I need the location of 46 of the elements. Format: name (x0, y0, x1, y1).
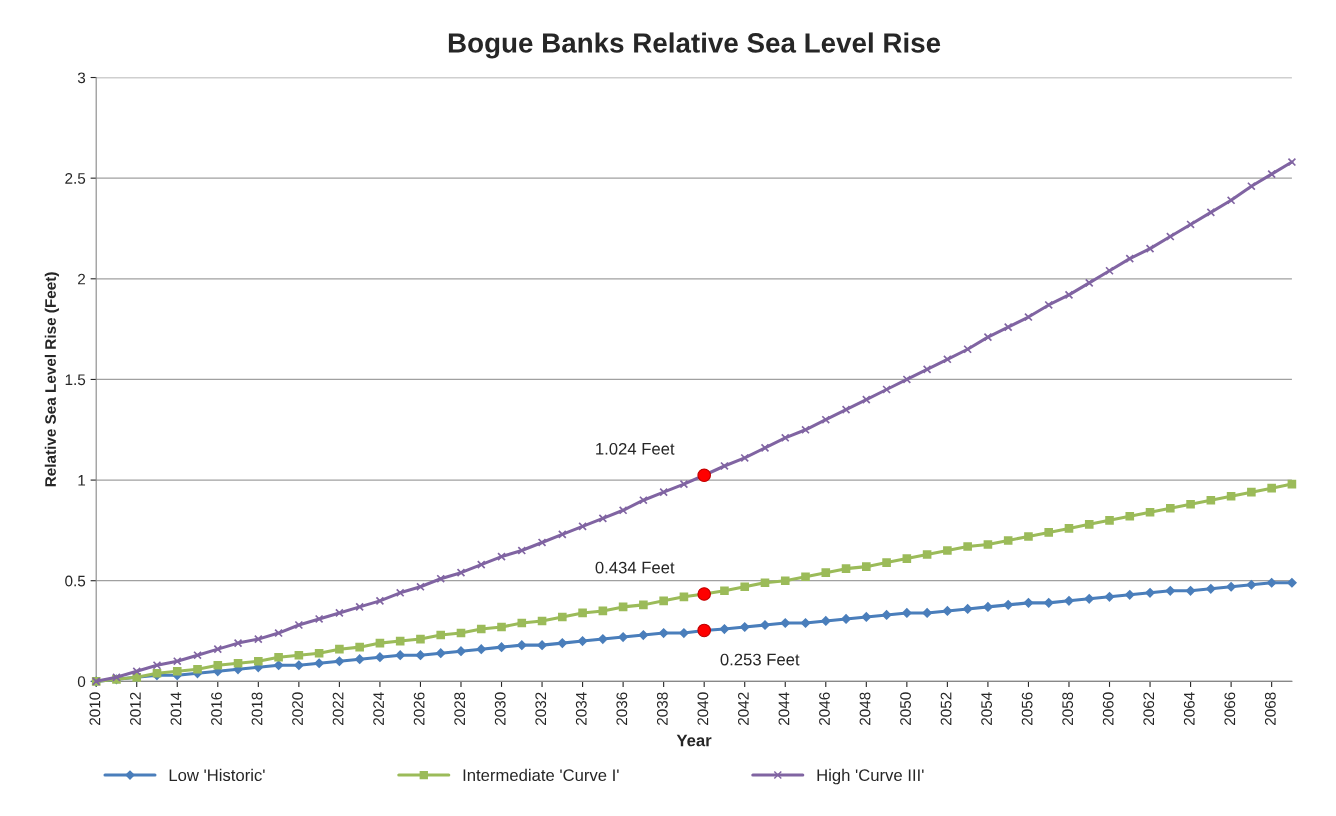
x-tick-label: 2068 (1264, 692, 1276, 725)
x-tick-label: 2046 (819, 692, 830, 725)
chart-title: Bogue Banks Relative Sea Level Rise (448, 32, 941, 59)
x-tick-label: 2036 (616, 692, 628, 725)
x-tick-label: 2058 (1062, 692, 1074, 725)
x-tick-label: 2062 (1143, 692, 1155, 725)
x-tick-label: 2038 (656, 692, 668, 725)
x-tick-label: 2066 (1224, 692, 1236, 725)
x-tick-label: 2014 (170, 692, 182, 725)
y-tick-label: 1.5 (65, 374, 86, 386)
legend-label: Low 'Historic' (169, 768, 265, 782)
x-tick-label: 2054 (981, 692, 993, 725)
x-tick-label: 2010 (89, 692, 101, 725)
y-tick-label: 3 (77, 72, 86, 84)
y-axis-title: Relative Sea Level Rise (Feet) (44, 272, 59, 487)
x-tick-label: 2050 (900, 692, 911, 725)
x-axis-title: Year (676, 734, 712, 747)
x-tick-label: 2022 (332, 692, 344, 725)
y-tick-label: 1 (78, 475, 86, 486)
legend-label: Intermediate 'Curve I' (463, 768, 619, 782)
y-tick-label: 2.5 (65, 173, 86, 184)
x-tick-label: 2028 (454, 692, 466, 725)
x-tick-label: 2052 (940, 692, 952, 725)
x-tick-label: 2034 (575, 692, 587, 725)
y-tick-label: 2 (78, 273, 86, 285)
annotation: 1.024 Feet (596, 442, 675, 455)
x-tick-label: 2026 (413, 692, 425, 725)
x-tick-label: 2016 (211, 692, 222, 725)
x-tick-label: 2044 (778, 692, 790, 725)
x-tick-label: 2040 (697, 692, 709, 725)
x-tick-label: 2042 (738, 692, 749, 725)
annotation: 0.434 Feet (595, 561, 675, 574)
x-tick-label: 2064 (1183, 692, 1195, 725)
x-tick-label: 2032 (535, 692, 547, 725)
y-tick-label: 0 (77, 676, 86, 688)
x-tick-label: 2048 (859, 692, 871, 725)
x-tick-label: 2018 (251, 692, 263, 725)
y-tick-label: 0.5 (65, 575, 86, 587)
x-tick-label: 2030 (494, 692, 506, 725)
x-tick-label: 2056 (1021, 692, 1033, 725)
x-tick-label: 2060 (1102, 692, 1114, 725)
annotation: 0.253 Feet (720, 653, 800, 666)
x-tick-label: 2024 (373, 692, 385, 725)
x-tick-label: 2020 (292, 692, 303, 725)
legend-label: High 'Curve III' (817, 768, 924, 785)
x-tick-label: 2012 (130, 692, 141, 725)
